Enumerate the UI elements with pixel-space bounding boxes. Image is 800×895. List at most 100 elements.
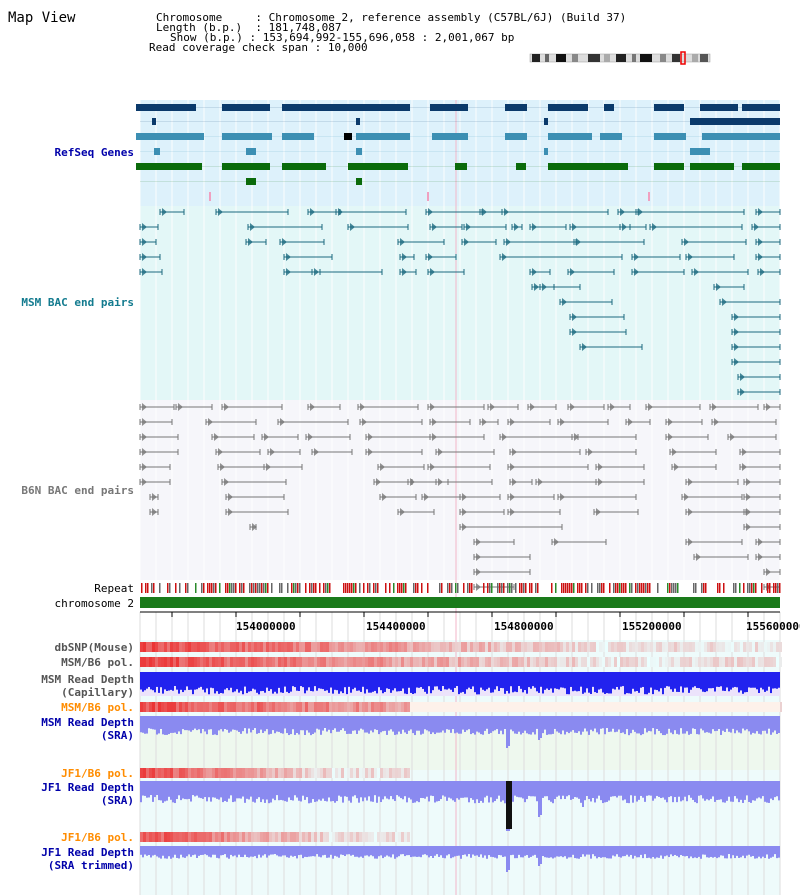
gene-feature [690, 118, 780, 125]
polymorphism-cell [164, 702, 167, 712]
depth-bar [532, 846, 534, 856]
depth-bar [170, 716, 172, 733]
polymorphism-cell [155, 657, 158, 667]
polymorphism-cell [212, 657, 215, 667]
depth-bar [480, 781, 482, 801]
depth-bar [152, 846, 154, 856]
depth-bar [476, 716, 478, 732]
polymorphism-cell [176, 642, 179, 652]
chromosome-bar[interactable] [140, 597, 780, 608]
polymorphism-cell [605, 657, 608, 667]
repeat-track[interactable] [141, 583, 781, 593]
polymorphism-cell [440, 642, 443, 652]
polymorphism-cell [158, 702, 161, 712]
depth-bar [250, 672, 252, 692]
depth-bar [374, 781, 376, 796]
depth-bar [740, 716, 742, 734]
polymorphism-cell [761, 642, 764, 652]
depth-bar [292, 716, 294, 730]
depth-bar [146, 846, 148, 856]
depth-bar [746, 846, 748, 856]
polymorphism-cell [239, 642, 242, 652]
depth-bar [188, 672, 190, 690]
repeat-element [389, 583, 391, 593]
polymorphism-cell [392, 657, 395, 667]
depth-bar [570, 672, 572, 687]
depth-bar [616, 716, 618, 732]
depth-bar [356, 781, 358, 799]
depth-bar [626, 781, 628, 803]
depth-bar [272, 781, 274, 799]
depth-bar [644, 781, 646, 802]
depth-bar [758, 672, 760, 693]
repeat-element [739, 583, 741, 593]
b6n-bac-pair [380, 463, 385, 471]
depth-bar [496, 846, 498, 859]
depth-bar [328, 846, 330, 858]
depth-bar [716, 846, 718, 859]
gene-feature [516, 163, 526, 170]
depth-bar [578, 672, 580, 692]
depth-tracks[interactable] [140, 672, 780, 872]
polymorphism-cell [446, 642, 449, 652]
depth-bar [300, 781, 302, 802]
depth-bar [770, 716, 772, 735]
depth-bar [664, 716, 666, 736]
msm-bac-pair [542, 283, 547, 291]
polymorphism-cell [359, 768, 362, 778]
depth-bar [666, 672, 668, 687]
gene-feature [344, 133, 352, 140]
depth-bar [314, 846, 316, 857]
msm-bac-track[interactable] [139, 208, 781, 396]
depth-bar [752, 846, 754, 857]
repeat-element [323, 583, 325, 593]
polymorphism-cell [257, 642, 260, 652]
chromosome-ideogram[interactable] [529, 51, 711, 65]
depth-bar [580, 672, 582, 687]
depth-bar [424, 716, 426, 730]
depth-bar [754, 846, 756, 859]
depth-bar [748, 846, 750, 855]
b6n-bac-pair [742, 463, 747, 471]
depth-bar [214, 781, 216, 798]
gene-feature [654, 163, 684, 170]
depth-bar [156, 781, 158, 796]
repeat-element [501, 583, 503, 593]
depth-bar [452, 781, 454, 801]
b6n-bac-pair [574, 433, 579, 441]
polymorphism-cell [395, 642, 398, 652]
depth-bar [642, 672, 644, 687]
depth-bar [228, 781, 230, 799]
polymorphism-cell [272, 768, 275, 778]
polymorphism-cell [266, 702, 269, 712]
repeat-element [675, 583, 677, 593]
polymorphism-cell [269, 642, 272, 652]
depth-bar [418, 672, 420, 688]
polymorphism-cell [143, 702, 146, 712]
gene-feature [548, 104, 588, 111]
gene-feature [505, 104, 527, 111]
repeat-element [259, 583, 261, 593]
heat-tracks[interactable] [140, 642, 782, 842]
b6n-bac-track[interactable] [139, 403, 781, 591]
depth-bar [508, 716, 510, 746]
refseq-genes-track[interactable] [136, 104, 780, 201]
depth-bar [266, 846, 268, 858]
depth-bar [560, 846, 562, 857]
depth-bar [536, 716, 538, 729]
polymorphism-cell [401, 642, 404, 652]
depth-bar [676, 846, 678, 856]
depth-bar [486, 781, 488, 796]
polymorphism-cell [635, 642, 638, 652]
polymorphism-cell [347, 702, 350, 712]
polymorphism-cell [317, 832, 320, 842]
polymorphism-cell [410, 642, 413, 652]
polymorphism-cell [329, 642, 332, 652]
depth-bar [644, 846, 646, 855]
polymorphism-cell [623, 657, 626, 667]
depth-bar [722, 716, 724, 731]
depth-bar [440, 672, 442, 691]
depth-bar [482, 781, 484, 803]
depth-bar [264, 716, 266, 732]
